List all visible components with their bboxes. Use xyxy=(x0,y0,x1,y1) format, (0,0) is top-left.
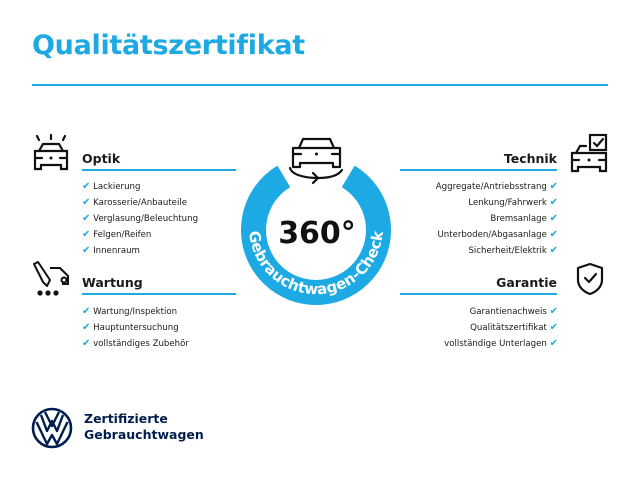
list-item: ✔ vollständiges Zubehör xyxy=(82,336,189,352)
list-item-label: Qualitätszertifikat xyxy=(470,323,547,333)
check-icon: ✔ xyxy=(549,229,558,240)
list-item-label: Lenkung/Fahrwerk xyxy=(468,198,547,208)
optik-divider xyxy=(82,169,236,171)
check-icon: ✔ xyxy=(82,322,91,333)
car-checkbox-icon xyxy=(570,133,608,173)
section-heading-optik: Optik xyxy=(82,151,121,166)
list-item-label: Verglasung/Beleuchtung xyxy=(93,214,199,224)
section-heading-technik: Technik xyxy=(503,151,557,166)
check-icon: ✔ xyxy=(549,322,558,333)
technik-list: Aggregate/Antriebsstrang ✔ Lenkung/Fahrwe… xyxy=(436,179,558,259)
check-icon: ✔ xyxy=(82,306,91,317)
check-icon: ✔ xyxy=(82,197,91,208)
list-item-label: vollständiges Zubehör xyxy=(93,339,189,349)
list-item: ✔ Wartung/Inspektion xyxy=(82,304,189,320)
list-item-label: Innenraum xyxy=(93,246,140,256)
list-item-label: Bremsanlage xyxy=(490,214,547,224)
list-item: vollständige Unterlagen ✔ xyxy=(444,336,558,352)
garantie-list: Garantienachweis ✔ Qualitätszertifikat ✔ v… xyxy=(444,304,558,352)
badge-ring xyxy=(241,165,391,305)
check-icon: ✔ xyxy=(82,229,91,240)
list-item: ✔ Lackierung xyxy=(82,179,198,195)
list-item-label: Wartung/Inspektion xyxy=(93,307,178,317)
check-icon: ✔ xyxy=(549,213,558,224)
check-icon: ✔ xyxy=(82,181,91,192)
check-icon: ✔ xyxy=(549,245,558,256)
check-icon: ✔ xyxy=(82,338,91,349)
shield-check-icon xyxy=(576,262,604,296)
page-title: Qualitätszertifikat xyxy=(32,30,305,61)
car-rotate-icon xyxy=(288,137,344,185)
list-item-label: Sicherheit/Elektrik xyxy=(468,246,547,256)
check-icon: ✔ xyxy=(549,306,558,317)
brand-line2: Gebrauchtwagen xyxy=(84,427,204,442)
badge-degrees: 360° xyxy=(278,216,356,251)
service-car-icon xyxy=(33,261,69,296)
brand-line1: Zertifizierte xyxy=(84,411,168,426)
check-icon: ✔ xyxy=(82,213,91,224)
check-icon: ✔ xyxy=(82,245,91,256)
list-item: ✔ Verglasung/Beleuchtung xyxy=(82,211,198,227)
list-item-label: Hauptuntersuchung xyxy=(93,323,179,333)
360-check-badge: Gebrauchtwagen-Check 360° xyxy=(241,137,391,305)
check-icon: ✔ xyxy=(549,181,558,192)
list-item-label: vollständige Unterlagen xyxy=(444,339,547,349)
check-icon: ✔ xyxy=(549,338,558,349)
list-item: Aggregate/Antriebsstrang ✔ xyxy=(436,179,558,195)
list-item: Bremsanlage ✔ xyxy=(436,211,558,227)
list-item-label: Karosserie/Anbauteile xyxy=(93,198,188,208)
list-item: Sicherheit/Elektrik ✔ xyxy=(436,243,558,259)
list-item: Qualitätszertifikat ✔ xyxy=(444,320,558,336)
list-item-label: Unterboden/Abgasanlage xyxy=(437,230,547,240)
list-item-label: Aggregate/Antriebsstrang xyxy=(435,182,547,192)
list-item: ✔ Karosserie/Anbauteile xyxy=(82,195,198,211)
section-heading-wartung: Wartung xyxy=(82,275,143,290)
optik-list: ✔ Lackierung ✔ Karosserie/Anbauteile ✔ Ver… xyxy=(82,179,198,259)
list-item: Unterboden/Abgasanlage ✔ xyxy=(436,227,559,243)
list-item-label: Lackierung xyxy=(93,182,141,192)
list-item: Garantienachweis ✔ xyxy=(444,304,558,320)
list-item-label: Felgen/Reifen xyxy=(93,230,152,240)
vw-logo xyxy=(31,407,73,449)
garantie-divider xyxy=(400,293,557,295)
technik-divider xyxy=(400,169,557,171)
wartung-list: ✔ Wartung/Inspektion ✔ Hauptuntersuchung ✔… xyxy=(82,304,189,352)
list-item: Lenkung/Fahrwerk ✔ xyxy=(436,195,558,211)
list-item-label: Garantienachweis xyxy=(469,307,547,317)
section-heading-garantie: Garantie xyxy=(496,275,557,290)
title-divider xyxy=(32,84,608,86)
list-item: ✔ Hauptuntersuchung xyxy=(82,320,189,336)
list-item: ✔ Felgen/Reifen xyxy=(82,227,198,243)
brand-text: Zertifizierte Gebrauchtwagen xyxy=(84,411,204,443)
car-lights-icon xyxy=(33,133,69,171)
wartung-divider xyxy=(82,293,236,295)
list-item: ✔ Innenraum xyxy=(82,243,198,259)
check-icon: ✔ xyxy=(549,197,558,208)
